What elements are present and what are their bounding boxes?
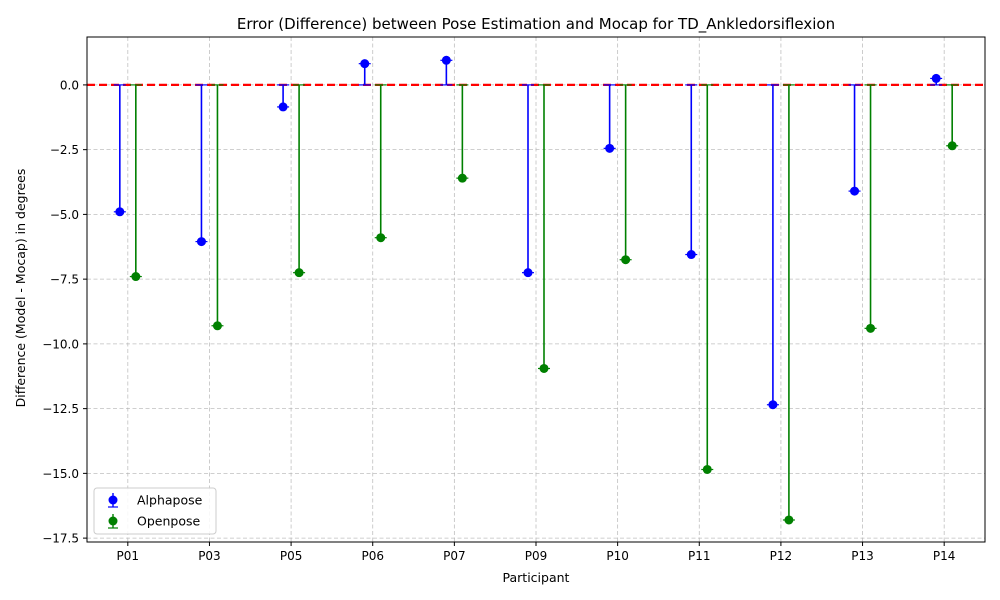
openpose-point-p07 xyxy=(457,173,467,183)
x-tick-label: P11 xyxy=(688,549,711,563)
chart-title: Error (Difference) between Pose Estimati… xyxy=(237,15,835,34)
grid xyxy=(87,37,985,542)
alphapose-point-p09 xyxy=(523,268,533,278)
alphapose-point-p13 xyxy=(850,186,860,196)
alphapose-point-p03 xyxy=(196,237,206,247)
alphapose-legend-marker xyxy=(108,495,118,505)
y-tick-label: −7.5 xyxy=(50,273,79,287)
openpose-legend-marker xyxy=(108,516,118,526)
y-tick-label: −5.0 xyxy=(50,208,79,222)
y-tick-label: −2.5 xyxy=(50,143,79,157)
x-tick-label: P06 xyxy=(361,549,384,563)
y-tick-label: 0.0 xyxy=(60,78,79,92)
alphapose-point-p12 xyxy=(768,400,778,410)
y-tick-label: −17.5 xyxy=(42,532,79,546)
alphapose-point-p14 xyxy=(931,73,941,83)
legend-box xyxy=(93,487,217,535)
x-tick-label: P10 xyxy=(606,549,629,563)
x-tick-label: P07 xyxy=(443,549,466,563)
x-axis-title: Participant xyxy=(503,570,570,585)
openpose-legend-label: Openpose xyxy=(137,514,200,529)
x-tick-label: P13 xyxy=(851,549,874,563)
alphapose-point-p10 xyxy=(605,143,615,153)
openpose-point-p13 xyxy=(866,323,876,333)
alphapose-point-p01 xyxy=(115,207,125,217)
openpose-point-p06 xyxy=(376,233,386,243)
y-tick-label: −12.5 xyxy=(42,402,79,416)
openpose-point-p11 xyxy=(702,464,712,474)
data-layer xyxy=(113,55,959,525)
alphapose-point-p11 xyxy=(686,250,696,260)
alphapose-point-p05 xyxy=(278,102,288,112)
legend: Alphapose Openpose xyxy=(93,487,217,535)
openpose-point-p09 xyxy=(539,363,549,373)
openpose-point-p03 xyxy=(212,321,222,331)
x-tick-label: P09 xyxy=(525,549,548,563)
x-tick-label: P03 xyxy=(198,549,221,563)
openpose-point-p10 xyxy=(621,255,631,265)
openpose-point-p14 xyxy=(947,141,957,151)
y-tick-label: −15.0 xyxy=(42,467,79,481)
x-tick-label: P05 xyxy=(280,549,303,563)
x-tick-label: P12 xyxy=(770,549,793,563)
x-tick-label: P01 xyxy=(117,549,140,563)
y-tick-label: −10.0 xyxy=(42,337,79,351)
alphapose-legend-label: Alphapose xyxy=(137,493,203,508)
axes: P01 P03 P05 P06 P07 P09 P10 P11 P12 P13 P14 0.0 −2.5… xyxy=(42,36,986,563)
openpose-point-p12 xyxy=(784,515,794,525)
alphapose-point-p06 xyxy=(360,59,370,69)
x-tick-label: P14 xyxy=(933,549,956,563)
y-axis-title: Difference (Model - Mocap) in degrees xyxy=(13,169,28,408)
openpose-point-p01 xyxy=(131,272,141,282)
openpose-point-p05 xyxy=(294,268,304,278)
alphapose-point-p07 xyxy=(441,55,451,65)
